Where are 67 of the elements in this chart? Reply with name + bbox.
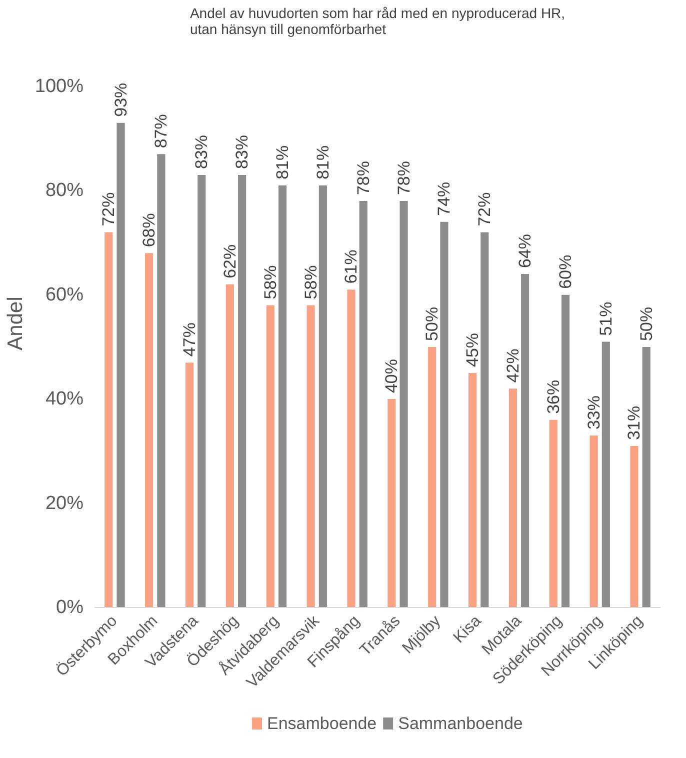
bar bbox=[521, 274, 530, 608]
bar bbox=[642, 346, 650, 608]
chart-title: Andel av huvudorten som har råd med en nyproducerad HR, utan hänsyn till genomförbarhet bbox=[190, 5, 566, 37]
bar bbox=[157, 154, 166, 608]
data-label: 51% bbox=[596, 302, 616, 336]
bar bbox=[561, 294, 570, 608]
bar bbox=[278, 185, 287, 608]
data-label: 60% bbox=[556, 254, 575, 289]
data-label: 72% bbox=[475, 192, 494, 226]
y-tick-label: 40% bbox=[45, 388, 84, 410]
bar bbox=[198, 174, 206, 608]
bar bbox=[266, 305, 274, 608]
bar bbox=[480, 232, 489, 608]
bar bbox=[630, 446, 638, 608]
data-label: 33% bbox=[584, 396, 604, 430]
y-tick-label: 80% bbox=[45, 180, 84, 202]
data-label: 83% bbox=[232, 134, 252, 169]
bar bbox=[590, 436, 598, 608]
data-label: 62% bbox=[220, 244, 240, 278]
bar bbox=[440, 222, 448, 608]
bar bbox=[508, 388, 517, 608]
bar bbox=[468, 373, 477, 608]
data-label: 78% bbox=[354, 161, 373, 196]
x-tick-label: Kisa bbox=[450, 612, 485, 647]
data-label: 61% bbox=[342, 250, 361, 284]
bar bbox=[400, 201, 408, 608]
bar bbox=[428, 346, 436, 608]
bar bbox=[549, 420, 558, 608]
y-tick-label: 0% bbox=[56, 597, 84, 618]
bar bbox=[306, 305, 315, 608]
bar bbox=[318, 185, 327, 608]
bar bbox=[238, 174, 246, 608]
data-label: 47% bbox=[180, 322, 200, 357]
data-label: 40% bbox=[382, 359, 402, 394]
data-label: 64% bbox=[516, 234, 535, 268]
y-tick-label: 20% bbox=[45, 492, 84, 514]
data-label: 45% bbox=[463, 332, 482, 368]
data-label: 68% bbox=[140, 213, 159, 248]
data-label: 72% bbox=[99, 192, 118, 226]
data-label: 78% bbox=[394, 161, 414, 196]
data-label: 36% bbox=[544, 380, 563, 414]
bar bbox=[145, 253, 154, 608]
data-label: 58% bbox=[301, 265, 320, 300]
bar bbox=[226, 284, 234, 608]
data-label: 31% bbox=[624, 406, 644, 440]
bar bbox=[185, 362, 194, 608]
data-label: 87% bbox=[152, 114, 171, 148]
data-label: 58% bbox=[260, 265, 280, 300]
bar bbox=[359, 201, 368, 608]
legend-label: Ensamboende bbox=[267, 714, 377, 733]
y-axis-title: Andel bbox=[4, 296, 27, 350]
bar bbox=[347, 290, 356, 608]
data-label: 83% bbox=[192, 134, 212, 169]
bar bbox=[104, 232, 113, 608]
data-label: 50% bbox=[422, 306, 442, 341]
data-label: 81% bbox=[272, 145, 292, 180]
bar bbox=[388, 399, 396, 608]
bar bbox=[116, 122, 125, 608]
legend-label: Sammanboende bbox=[398, 714, 523, 733]
data-label: 81% bbox=[313, 145, 332, 180]
y-tick-label: 100% bbox=[34, 76, 84, 97]
data-label: 50% bbox=[636, 306, 656, 341]
data-label: 74% bbox=[434, 182, 454, 216]
y-tick-label: 60% bbox=[45, 284, 84, 306]
data-label: 42% bbox=[503, 348, 522, 383]
bar bbox=[602, 342, 610, 608]
data-label: 93% bbox=[111, 82, 130, 117]
